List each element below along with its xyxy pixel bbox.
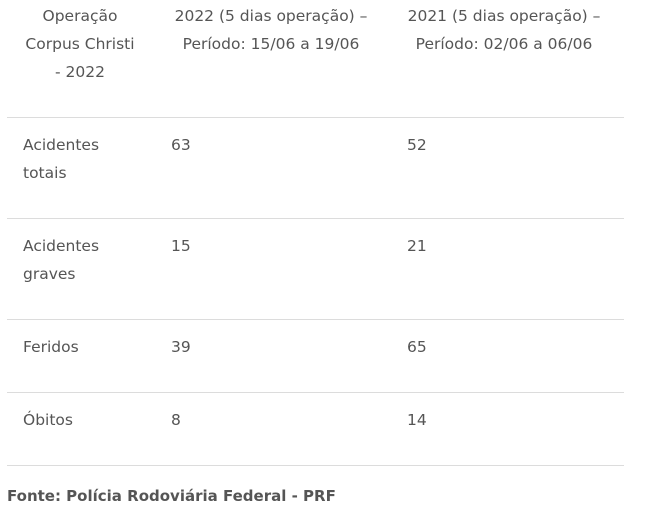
header-cell-2022: 2022 (5 dias operação) – Período: 15/06 …	[174, 7, 368, 53]
value-2022: 8	[171, 411, 181, 429]
value-2022: 63	[171, 136, 191, 154]
source-caption: Fonte: Polícia Rodoviária Federal - PRF	[7, 487, 336, 505]
row-label: Óbitos	[23, 411, 73, 429]
header-cell-operation: Operação Corpus Christi - 2022	[25, 7, 135, 81]
row-label: Acidentes totais	[23, 136, 100, 182]
table-header-row: Operação Corpus Christi - 2022 2022 (5 d…	[7, 0, 624, 118]
data-table: Operação Corpus Christi - 2022 2022 (5 d…	[7, 0, 624, 466]
table-row: Acidentes graves 15 21	[7, 219, 624, 320]
table-row: Acidentes totais 63 52	[7, 118, 624, 219]
value-2021: 14	[407, 411, 427, 429]
header-cell-2021: 2021 (5 dias operação) – Período: 02/06 …	[407, 7, 601, 53]
value-2022: 15	[171, 237, 191, 255]
value-2021: 21	[407, 237, 427, 255]
table-row: Óbitos 8 14	[7, 393, 624, 466]
value-2022: 39	[171, 338, 191, 356]
value-2021: 52	[407, 136, 427, 154]
table-row: Feridos 39 65	[7, 320, 624, 393]
row-label: Feridos	[23, 338, 79, 356]
row-label: Acidentes graves	[23, 237, 100, 283]
value-2021: 65	[407, 338, 427, 356]
